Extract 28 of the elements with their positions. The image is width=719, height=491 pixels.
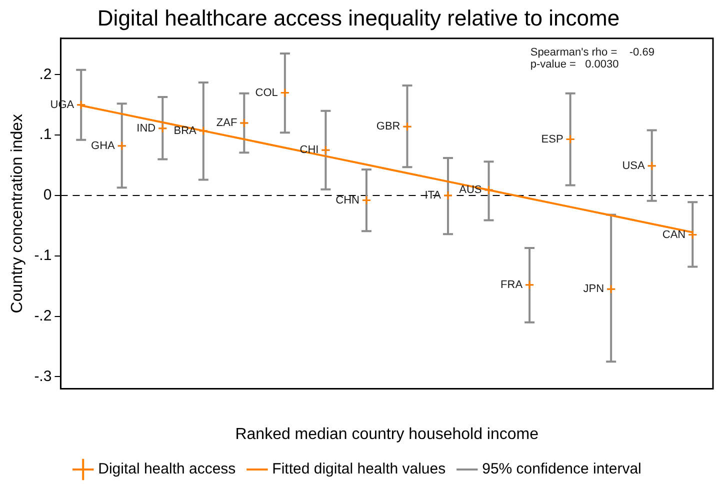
chart-title: Digital healthcare access inequality relative to income bbox=[97, 5, 620, 30]
data-label: COL bbox=[255, 86, 278, 99]
annotation: Spearman's rho = -0.69 bbox=[530, 46, 654, 58]
y-tick-label: 0 bbox=[43, 186, 52, 204]
data-label: ITA bbox=[424, 190, 442, 202]
data-label: GBR bbox=[376, 120, 400, 133]
data-label: ESP bbox=[541, 133, 564, 146]
data-label: GHA bbox=[91, 140, 116, 152]
legend-label: Fitted digital health values bbox=[272, 460, 446, 478]
legend-label: 95% confidence interval bbox=[482, 460, 642, 478]
data-label: JPN bbox=[583, 283, 604, 296]
y-tick-label: .2 bbox=[39, 66, 52, 83]
y-tick-label: -.1 bbox=[34, 247, 52, 264]
annotation: p-value = 0.0030 bbox=[530, 58, 619, 70]
data-label: CHN bbox=[336, 194, 360, 206]
y-tick-label: .1 bbox=[39, 126, 52, 144]
data-label: AUS bbox=[459, 184, 482, 196]
data-label: USA bbox=[622, 160, 646, 172]
x-axis-title: Ranked median country household income bbox=[235, 426, 539, 443]
y-tick-label: -.3 bbox=[34, 368, 52, 385]
y-tick-label: -.2 bbox=[34, 307, 52, 324]
y-axis-title: Country concentration index bbox=[9, 114, 26, 314]
data-label: FRA bbox=[500, 278, 524, 291]
data-label: IND bbox=[136, 122, 156, 134]
data-label: BRA bbox=[174, 124, 198, 137]
data-label: ZAF bbox=[216, 117, 238, 130]
data-label: CAN bbox=[662, 228, 686, 241]
legend-label: Digital health access bbox=[98, 460, 236, 478]
